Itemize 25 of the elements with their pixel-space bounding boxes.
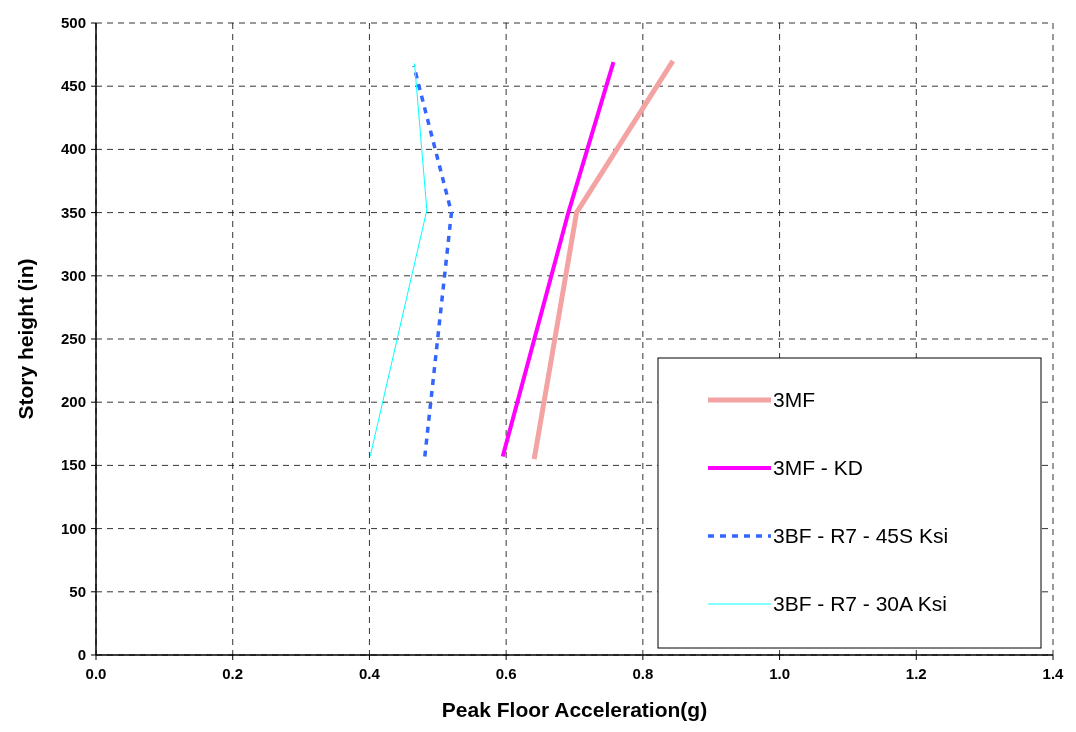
x-tick-label: 0.8	[632, 665, 654, 682]
y-tick-label: 0	[77, 646, 86, 663]
x-tick-label: 0.2	[222, 665, 244, 682]
y-tick-label: 100	[60, 519, 86, 537]
y-tick-label: 400	[60, 140, 86, 158]
x-tick-label: 0.4	[359, 665, 381, 682]
legend-label: 3MF - KD	[773, 456, 863, 479]
y-axis-title: Story height (in)	[14, 258, 37, 420]
y-tick-label: 200	[60, 393, 86, 411]
y-tick-label: 50	[69, 582, 86, 600]
x-tick-label: 1.2	[905, 665, 927, 682]
x-tick-label: 1.4	[1042, 665, 1065, 682]
y-tick-label: 350	[60, 203, 86, 221]
x-tick-label: 0.0	[85, 665, 107, 682]
y-tick-label: 150	[60, 456, 86, 474]
x-tick-label: 1.0	[769, 665, 790, 682]
y-tick-label: 500	[60, 14, 86, 31]
legend-label: 3MF	[773, 388, 815, 411]
y-tick-label: 250	[60, 330, 86, 347]
legend-label: 3BF - R7 - 45S Ksi	[773, 524, 949, 547]
y-tick-label: 450	[60, 77, 86, 95]
legend-label: 3BF - R7 - 30A Ksi	[773, 592, 947, 615]
x-axis-title: Peak Floor Acceleration(g)	[441, 698, 708, 721]
y-tick-label: 300	[60, 266, 86, 284]
x-tick-label: 0.6	[495, 665, 517, 682]
